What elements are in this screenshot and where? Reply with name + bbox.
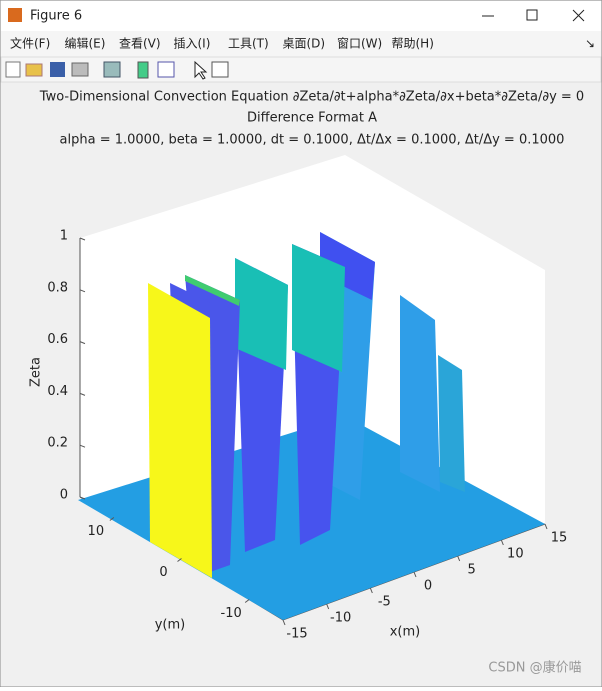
menu-arrow: ↘ <box>585 37 595 51</box>
x-tick-label: -5 <box>378 595 391 610</box>
menu-item[interactable]: 插入(I) <box>174 37 211 51</box>
inspector-icon[interactable] <box>211 61 229 78</box>
x-tick-label: -15 <box>286 627 307 642</box>
x-tick <box>369 587 373 594</box>
x-tick <box>413 571 417 578</box>
z-axis-label: Zeta <box>29 357 44 387</box>
open-icon[interactable] <box>25 63 43 77</box>
z-tick-label: 0.2 <box>47 436 68 451</box>
z-tick-label: 1 <box>60 229 68 244</box>
maximize-button[interactable] <box>526 9 538 21</box>
app-icon <box>8 8 22 22</box>
link-icon[interactable] <box>103 61 121 78</box>
colorbar-icon[interactable] <box>137 61 149 79</box>
z-tick-label: 0.8 <box>47 280 68 295</box>
window-title: Figure 6 <box>30 9 82 24</box>
z-tick-label: 0.6 <box>47 332 68 347</box>
z-tick <box>79 341 86 345</box>
z-tick <box>79 237 86 241</box>
x-tick-label: -10 <box>330 611 351 626</box>
title-bar <box>1 1 601 31</box>
surface-patch <box>185 275 240 306</box>
menu-items: 文件(F) 编辑(E) 查看(V) 插入(I) 工具(T) 桌面(D) 窗口(W) 帮助(H) <box>10 36 434 51</box>
toolbar-icons <box>5 60 229 80</box>
surface-patch <box>292 244 345 372</box>
menu-item[interactable]: 查看(V) <box>119 37 161 51</box>
y-tick-label: 0 <box>159 565 167 580</box>
legend-icon[interactable] <box>157 61 175 78</box>
menu-item[interactable]: 帮助(H) <box>392 37 434 51</box>
menu-bar <box>1 31 601 57</box>
z-tick-label: 0.4 <box>47 384 68 399</box>
surface-patch <box>148 283 212 578</box>
x-tick-label: 0 <box>424 579 432 594</box>
z-tick <box>79 392 86 396</box>
save-icon[interactable] <box>50 62 65 77</box>
y-axis-label: y(m) <box>155 618 186 633</box>
y-tick <box>177 558 182 562</box>
surface-patch <box>400 295 440 492</box>
y-tick <box>244 599 250 603</box>
y-tick <box>109 517 115 521</box>
surface-patch <box>320 232 375 300</box>
menu-item[interactable]: 工具(T) <box>228 37 269 51</box>
title-line: Difference Format A <box>247 111 377 126</box>
surface-patch <box>235 258 288 370</box>
y-tick-label: -10 <box>221 606 242 621</box>
z-tick <box>79 444 86 448</box>
print-icon[interactable] <box>71 62 89 77</box>
close-button[interactable] <box>572 9 585 22</box>
pointer-icon[interactable] <box>194 60 208 80</box>
z-tick <box>79 289 86 293</box>
new-icon[interactable] <box>5 61 21 78</box>
z-tick-label: 0 <box>60 488 68 503</box>
x-tick <box>500 539 504 546</box>
title-line: alpha = 1.0000, beta = 1.0000, dt = 0.10… <box>60 133 565 148</box>
menu-item[interactable]: 窗口(W) <box>337 37 382 51</box>
title-line: Two-Dimensional Convection Equation ∂Zet… <box>39 90 584 105</box>
watermark: CSDN @康价喵 <box>488 660 581 676</box>
x-tick <box>282 619 286 626</box>
menu-item[interactable]: 编辑(E) <box>65 36 106 51</box>
menu-item[interactable]: 桌面(D) <box>283 37 326 51</box>
menu-item[interactable]: 文件(F) <box>10 36 50 51</box>
x-axis-label: x(m) <box>390 625 421 640</box>
x-tick-label: 15 <box>551 531 568 546</box>
x-tick <box>326 603 330 610</box>
x-tick-label: 5 <box>468 563 476 578</box>
x-tick <box>544 523 548 530</box>
surface-patch <box>438 355 465 492</box>
z-tick <box>79 496 86 500</box>
surface <box>78 232 545 620</box>
y-tick-label: 10 <box>88 524 105 539</box>
x-tick-label: 10 <box>507 547 524 562</box>
toolbar <box>0 56 602 83</box>
x-tick <box>457 555 461 562</box>
